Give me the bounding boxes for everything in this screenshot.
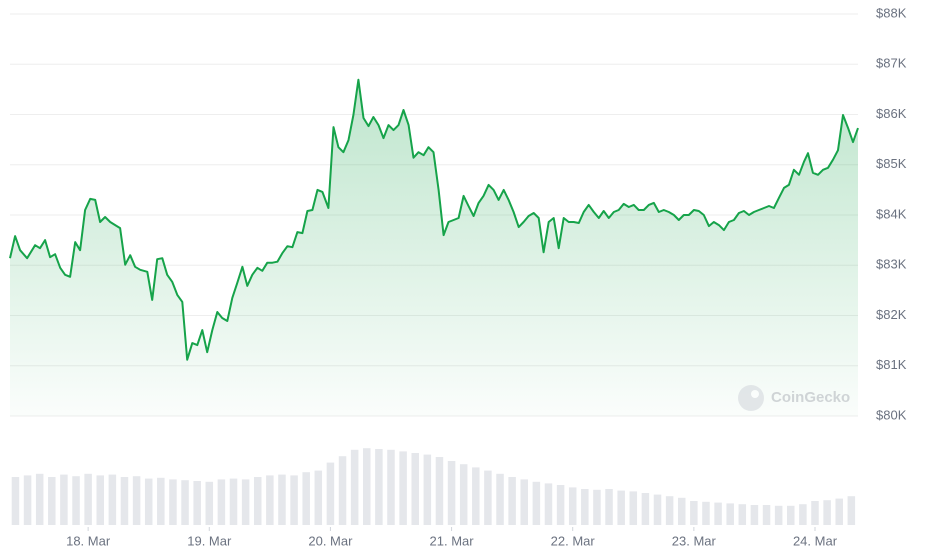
volume-bar	[750, 505, 759, 525]
volume-bar	[399, 451, 407, 525]
y-tick-label: $84K	[876, 206, 907, 221]
volume-bar	[581, 489, 589, 525]
volume-bar	[641, 493, 650, 525]
area-fill	[10, 79, 858, 417]
y-tick-label: $85K	[876, 156, 907, 171]
price-line	[9, 78, 859, 361]
volume-bar	[181, 480, 189, 525]
volume-bar	[253, 477, 262, 525]
volume-bar	[11, 477, 20, 525]
volume-bar	[690, 501, 698, 525]
volume-bar	[520, 479, 529, 525]
volume-bar	[811, 501, 819, 525]
volume-bar	[363, 448, 371, 525]
x-tick-label: 24. Mar	[793, 533, 838, 548]
volume-bar	[84, 473, 92, 525]
volume-bar	[375, 449, 383, 525]
volume-bar	[120, 477, 129, 525]
x-tick-label: 20. Mar	[308, 533, 353, 548]
y-tick-label: $83K	[876, 257, 907, 272]
volume-bar	[532, 481, 541, 525]
volume-bar	[617, 490, 625, 525]
volume-bar	[738, 504, 747, 525]
x-tick-label: 22. Mar	[551, 533, 596, 548]
volume-bar	[556, 485, 565, 525]
volume-bar	[290, 475, 298, 525]
volume-bar	[48, 477, 56, 525]
volume-bar	[459, 464, 468, 525]
volume-bar	[338, 456, 347, 525]
y-tick-label: $87K	[876, 56, 907, 71]
volume-bar	[508, 477, 516, 525]
volume-bar	[193, 481, 201, 525]
volume-bar	[132, 476, 141, 525]
x-tick-label: 19. Mar	[187, 533, 232, 548]
y-tick-label: $81K	[876, 357, 907, 372]
y-tick-label: $88K	[876, 5, 907, 20]
volume-bar	[169, 479, 177, 525]
volume-bar	[835, 498, 843, 525]
watermark: CoinGecko	[738, 385, 850, 411]
volume-bar	[787, 505, 795, 525]
volume-bar	[726, 503, 734, 525]
x-tick-label: 18. Mar	[66, 533, 111, 548]
volume-bar	[774, 505, 783, 525]
y-tick-label: $86K	[876, 106, 907, 121]
volume-bar	[447, 461, 456, 525]
volume-bar	[423, 454, 432, 525]
volume-bar	[108, 474, 117, 525]
volume-bar	[665, 496, 674, 525]
volume-bar	[387, 449, 395, 525]
volume-bar	[35, 473, 44, 525]
volume-bar	[544, 483, 553, 525]
volume-bar	[677, 497, 686, 525]
watermark-logo-eye	[751, 390, 759, 398]
volume-bar	[496, 473, 504, 525]
volume-bar	[23, 475, 32, 525]
volume-bar	[241, 479, 250, 525]
volume-bar	[278, 474, 286, 525]
volume-bar	[653, 494, 662, 525]
watermark-text: CoinGecko	[771, 389, 850, 406]
volume-bar	[144, 478, 153, 525]
volume-bar	[60, 474, 68, 525]
volume-bar	[629, 491, 638, 525]
volume-bar	[217, 479, 226, 525]
volume-bar	[593, 489, 601, 525]
volume-bar	[350, 449, 359, 525]
volume-bar	[157, 477, 165, 525]
volume-bar	[411, 453, 419, 525]
volume-bar	[484, 470, 492, 525]
volume-bar	[266, 475, 274, 525]
y-tick-label: $82K	[876, 307, 907, 322]
x-tick-label: 23. Mar	[672, 533, 717, 548]
volume-bar	[72, 476, 80, 525]
y-tick-label: $80K	[876, 407, 907, 422]
volume-bar	[435, 457, 444, 525]
watermark-logo	[738, 385, 764, 411]
volume-bar	[472, 467, 480, 525]
volume-bar	[714, 502, 722, 525]
volume-bar	[823, 500, 831, 525]
volume-bar	[229, 478, 238, 525]
volume-bar	[702, 501, 710, 525]
volume-bar	[847, 496, 856, 525]
volume-bar	[605, 489, 613, 525]
volume-bar	[302, 472, 310, 525]
volume-bar	[568, 487, 577, 525]
volume-bar	[326, 462, 335, 525]
volume-bar	[314, 470, 323, 525]
volume-bar	[96, 475, 105, 525]
volume-bar	[762, 505, 771, 525]
x-tick-label: 21. Mar	[430, 533, 475, 548]
volume-bar	[799, 504, 807, 525]
volume-bar	[205, 481, 214, 525]
